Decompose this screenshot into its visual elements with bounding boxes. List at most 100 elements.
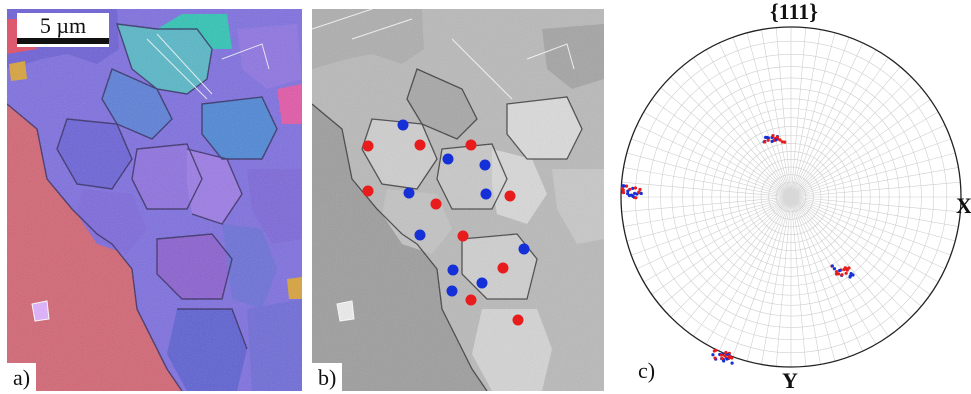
panel-a-label: a) — [7, 363, 37, 391]
pole-point — [849, 272, 853, 276]
outer-circle — [620, 26, 962, 368]
pole-point — [621, 188, 625, 192]
marker-group — [362, 119, 530, 326]
pole-point — [720, 356, 724, 361]
pole-point — [838, 268, 842, 273]
grid-line — [790, 138, 951, 198]
pole-figure-title: {111} — [770, 0, 818, 24]
grid-line — [790, 196, 850, 357]
grid-line — [626, 152, 792, 198]
orientation-map-image — [7, 9, 302, 391]
pole-point — [780, 140, 785, 144]
grid-line — [670, 196, 792, 318]
grid-line — [790, 42, 864, 198]
grid-line — [775, 27, 792, 198]
grid-line — [790, 99, 931, 198]
pole-point — [730, 361, 734, 365]
grid-line — [623, 196, 792, 227]
pole-point — [624, 184, 629, 188]
blue-marker — [518, 243, 530, 255]
grid-line — [636, 196, 792, 270]
grid-line — [790, 152, 956, 198]
red-marker — [512, 314, 524, 326]
pole-point — [723, 354, 727, 358]
orientation-map-panel: 5 µm a) — [7, 9, 302, 391]
grid-line — [790, 196, 836, 362]
grid-circle — [737, 143, 845, 251]
pole-point — [771, 134, 775, 138]
grid-line — [790, 181, 961, 198]
grid-line — [790, 196, 807, 367]
pole-point — [637, 190, 641, 194]
grid-line — [790, 87, 922, 198]
blue-marker — [403, 187, 415, 199]
grid-line — [790, 196, 889, 337]
pole-point — [770, 139, 774, 143]
pole-point — [725, 357, 729, 361]
pole-point — [714, 348, 718, 352]
red-marker — [362, 185, 374, 197]
pole-point — [711, 353, 715, 357]
grid-line — [746, 196, 792, 362]
grid-line — [790, 196, 956, 242]
grid-line — [790, 76, 912, 198]
grid-circle — [711, 117, 871, 277]
grid-line — [643, 196, 792, 283]
grid-line — [718, 42, 792, 198]
pole-point — [713, 356, 717, 360]
pole-figure-panel: {111} X Y c) — [612, 0, 971, 394]
grid-line — [626, 196, 792, 242]
grid-line — [790, 57, 889, 198]
grid-line — [790, 196, 877, 345]
grid-line — [790, 196, 821, 365]
grid-circle — [682, 88, 900, 306]
grayscale-map-panel: b) — [312, 9, 604, 391]
grid-line — [790, 32, 836, 198]
y-axis-label: Y — [782, 368, 798, 393]
pole-point — [626, 189, 630, 193]
red-marker — [362, 140, 374, 152]
pole-point — [763, 140, 767, 144]
grid-line — [790, 196, 912, 318]
grid-circle — [671, 77, 911, 317]
grid-line — [790, 196, 961, 213]
center-point — [783, 189, 799, 205]
grid-circle — [775, 181, 807, 213]
grid-circle — [745, 151, 837, 243]
grid-line — [790, 196, 901, 328]
pole-point — [639, 191, 643, 196]
grid-line — [621, 196, 792, 213]
pole-point — [844, 271, 848, 275]
grid-circle — [728, 134, 854, 260]
red-marker — [430, 198, 442, 210]
red-marker — [414, 139, 426, 151]
grid-line — [732, 37, 792, 198]
grid-line — [631, 138, 792, 198]
grid-line — [636, 124, 792, 198]
pole-point — [774, 137, 778, 142]
pole-point — [727, 355, 732, 360]
pole-point — [633, 186, 638, 190]
pole-point — [638, 187, 642, 192]
blue-marker — [476, 277, 488, 289]
pole-point — [836, 272, 841, 276]
red-marker — [457, 230, 469, 242]
grid-line — [651, 99, 792, 198]
pole-point — [832, 267, 837, 271]
grid-line — [790, 66, 901, 198]
blue-marker — [447, 264, 459, 276]
blue-marker — [446, 285, 458, 297]
grid-circle — [720, 126, 862, 268]
scale-bar-label: 5 µm — [39, 13, 87, 38]
grid-line — [790, 29, 821, 198]
grid-line — [660, 87, 792, 198]
grid-line — [790, 196, 959, 227]
grid-line — [790, 37, 850, 198]
grid-line — [643, 111, 792, 198]
grid-line — [746, 32, 792, 198]
grid-line — [790, 196, 931, 295]
grayscale-map-image — [312, 9, 604, 391]
pole-point — [775, 135, 779, 139]
pole-point — [719, 353, 724, 357]
grid-line — [631, 196, 792, 256]
